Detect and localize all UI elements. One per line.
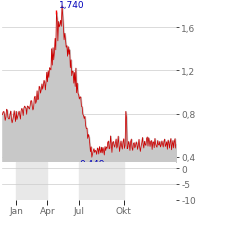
Bar [16,162,48,200]
Text: 0,449: 0,449 [79,159,105,168]
Bar [79,162,124,200]
Text: 1,740: 1,740 [59,1,84,10]
